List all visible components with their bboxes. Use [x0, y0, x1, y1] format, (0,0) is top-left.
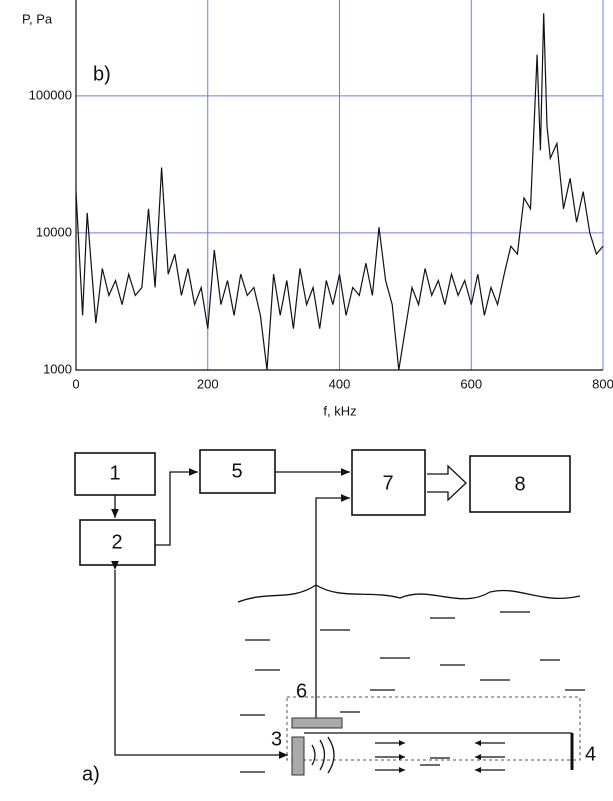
y-axis-label: P, Pa [22, 11, 53, 26]
block-label: 5 [231, 460, 242, 482]
block-label: 7 [382, 472, 393, 494]
arrow [316, 498, 350, 718]
arrow [427, 466, 466, 500]
arrow [115, 570, 288, 755]
x-axis-label: f, kHz [323, 403, 356, 418]
water-surface [238, 585, 580, 602]
diagram: 1 2 5 7 8 3 4 6 a) [75, 450, 596, 785]
emitter [292, 737, 304, 775]
annotation: b) [93, 63, 111, 85]
sensor [292, 718, 342, 728]
x-tick-label: 600 [460, 376, 482, 391]
label: a) [82, 763, 100, 785]
block-label: 8 [514, 473, 525, 495]
flow-heads [399, 740, 481, 773]
chart: P, Pa b) f, kHz 1000 10000 100000 0 200 400 60… [22, 0, 613, 418]
flow [375, 743, 505, 770]
y-tick-label: 10000 [36, 224, 72, 239]
arrow [155, 472, 198, 545]
figure: P, Pa b) f, kHz 1000 10000 100000 0 200 400 60… [0, 0, 613, 796]
y-tick-label: 100000 [29, 87, 72, 102]
label: 4 [585, 743, 596, 765]
x-tick-label: 200 [197, 376, 219, 391]
x-tick-label: 0 [72, 376, 79, 391]
x-tick-label: 800 [592, 376, 613, 391]
x-tick-label: 400 [329, 376, 351, 391]
label: 3 [271, 728, 282, 750]
waves [312, 737, 334, 773]
label: 6 [296, 680, 307, 702]
block-label: 2 [111, 531, 122, 553]
block-label: 1 [109, 462, 120, 484]
y-tick-label: 1000 [43, 361, 72, 376]
